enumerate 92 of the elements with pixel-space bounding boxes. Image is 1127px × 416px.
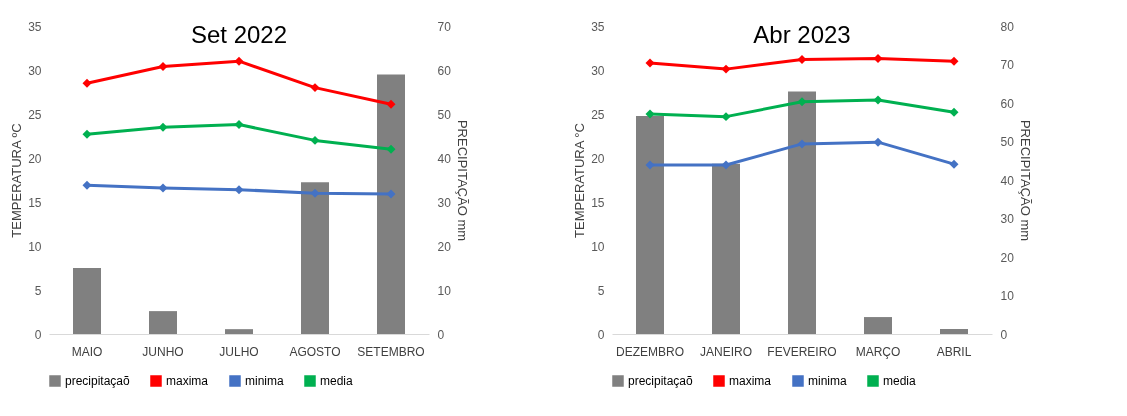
y-tick-label: 25	[591, 107, 605, 122]
point	[645, 58, 655, 68]
point	[949, 107, 959, 117]
point	[873, 137, 883, 147]
y2-tick-label: 70	[437, 19, 452, 34]
bar	[712, 163, 740, 334]
chart-title: Abr 2023	[753, 21, 851, 48]
legend-label: maxima	[166, 374, 209, 388]
legend-label: media	[883, 374, 917, 388]
bar	[636, 116, 664, 334]
point	[82, 129, 92, 139]
legend-label: precipitaçaõ	[65, 374, 131, 388]
y2-tick-label: 10	[1000, 289, 1015, 303]
point	[873, 54, 883, 64]
x-tick-label: MAIO	[71, 344, 103, 359]
y2-axis-title: PRECIPITAÇÃO mm	[1017, 119, 1033, 242]
point	[310, 135, 320, 145]
legend-label: minima	[245, 374, 284, 388]
bar	[788, 91, 816, 334]
y2-tick-label: 80	[1000, 19, 1015, 34]
bar	[377, 74, 405, 334]
y2-tick-label: 20	[437, 239, 452, 254]
point	[386, 144, 396, 154]
y2-tick-label: 60	[1000, 96, 1015, 111]
point	[82, 78, 92, 88]
x-tick-label: DEZEMBRO	[615, 344, 685, 359]
point	[721, 112, 731, 122]
point	[721, 64, 731, 74]
point	[158, 122, 168, 132]
y-tick-label: 5	[34, 283, 42, 298]
point	[949, 56, 959, 66]
bar	[940, 329, 968, 334]
y-axis-title: TEMPERATURA ºC	[9, 123, 25, 238]
y2-tick-label: 30	[1000, 212, 1015, 226]
point	[234, 120, 244, 130]
y-tick-label: 10	[28, 239, 42, 254]
y2-tick-label: 0	[437, 327, 445, 342]
y2-tick-label: 0	[1000, 327, 1008, 342]
y-tick-label: 0	[597, 327, 605, 342]
x-tick-label: ABRIL	[936, 344, 972, 359]
y2-tick-label: 50	[437, 107, 452, 122]
point	[234, 56, 244, 66]
y2-tick-label: 70	[1000, 58, 1015, 72]
point	[797, 97, 807, 107]
y-tick-label: 5	[597, 283, 605, 298]
y2-tick-label: 40	[437, 151, 452, 166]
bar	[225, 329, 253, 334]
legend-label: minima	[808, 374, 847, 388]
x-tick-label: FEVEREIRO	[767, 344, 837, 359]
point	[234, 185, 244, 195]
point	[158, 62, 168, 71]
y-tick-label: 30	[591, 63, 605, 78]
legend-label: maxima	[729, 374, 772, 388]
y-tick-label: 35	[28, 19, 42, 34]
y2-axis-title: PRECIPITAÇÃO mm	[454, 119, 470, 242]
point	[310, 83, 320, 93]
legend-label: precipitaçaõ	[628, 374, 694, 388]
x-tick-label: JANEIRO	[699, 344, 753, 359]
y-tick-label: 30	[28, 63, 42, 78]
y-tick-label: 10	[591, 239, 605, 254]
point	[721, 160, 731, 170]
y2-tick-label: 60	[437, 63, 452, 78]
y-tick-label: 25	[28, 107, 42, 122]
y2-tick-label: 30	[437, 195, 452, 210]
point	[645, 109, 655, 119]
y2-tick-label: 10	[437, 283, 452, 298]
y-tick-label: 20	[591, 151, 605, 166]
bar	[864, 317, 892, 334]
bar	[73, 268, 101, 334]
y-tick-label: 15	[28, 195, 42, 210]
y2-tick-label: 20	[1000, 250, 1015, 265]
y-tick-label: 15	[591, 195, 605, 210]
bar	[149, 311, 177, 334]
x-tick-label: MARÇO	[855, 344, 901, 359]
y-tick-label: 35	[591, 19, 605, 34]
y-tick-label: 0	[34, 327, 42, 342]
x-tick-label: AGOSTO	[289, 344, 341, 359]
x-tick-label: SETEMBRO	[357, 344, 425, 359]
legend-label: media	[320, 374, 354, 388]
y2-tick-label: 40	[1000, 173, 1015, 188]
point	[158, 183, 168, 193]
y-axis-title: TEMPERATURA °C	[572, 123, 588, 238]
x-tick-label: JUNHO	[142, 344, 184, 359]
y2-tick-label: 50	[1000, 135, 1015, 149]
point	[386, 99, 396, 109]
chart-title: Set 2022	[190, 21, 288, 48]
x-tick-label: JULHO	[219, 344, 259, 359]
point	[873, 95, 883, 105]
y-tick-label: 20	[28, 151, 42, 166]
point	[82, 180, 92, 190]
bar	[301, 182, 329, 334]
point	[949, 159, 959, 169]
